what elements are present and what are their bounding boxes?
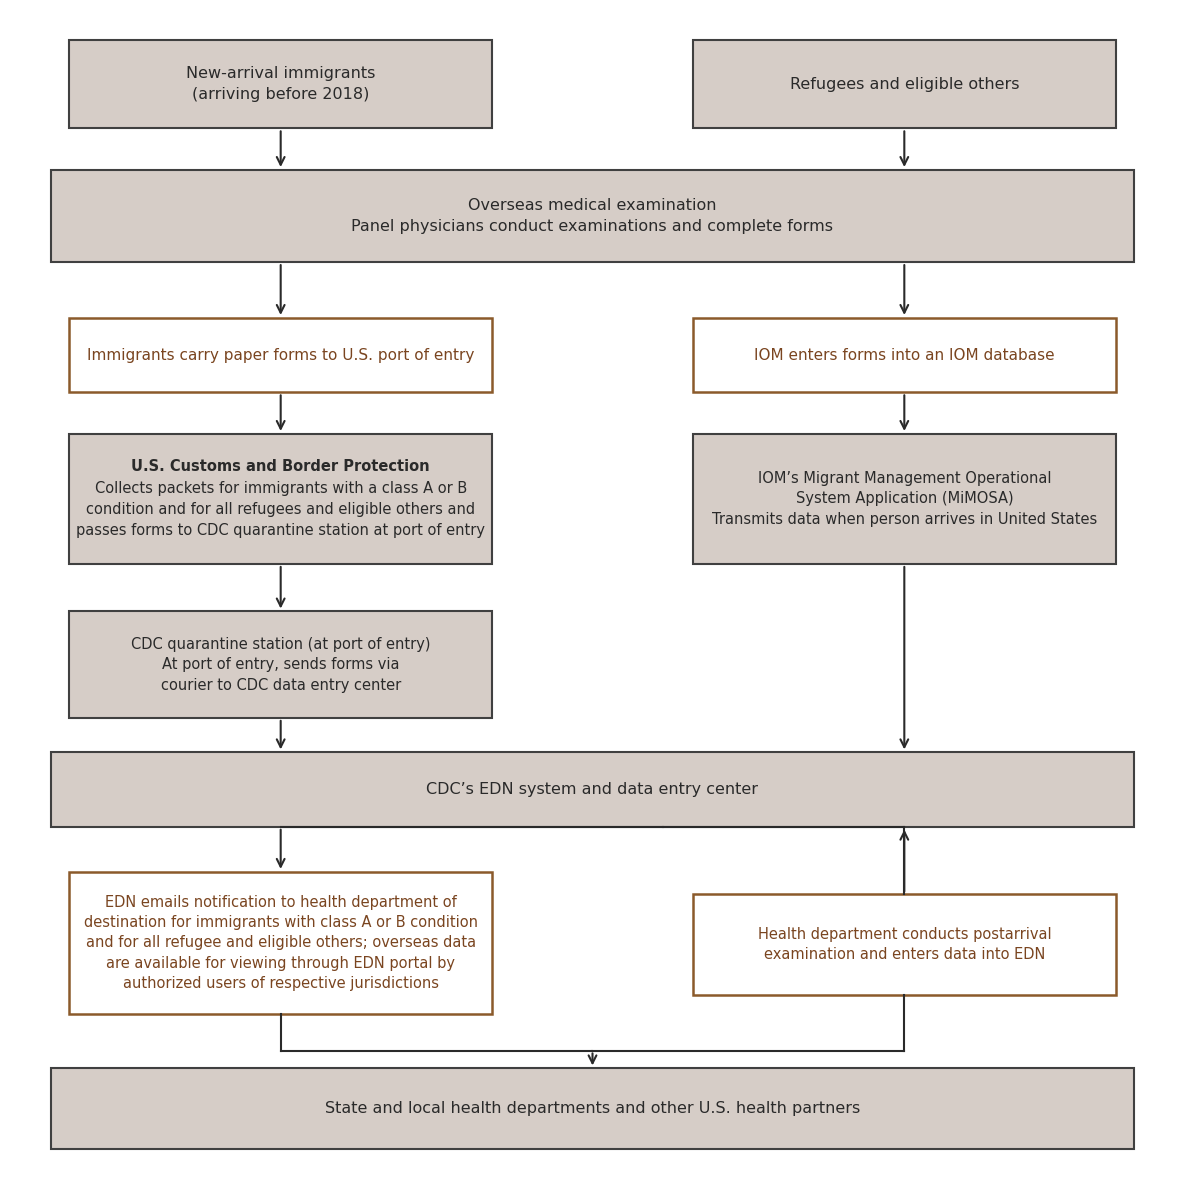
Bar <box>692 894 1116 995</box>
Text: IOM enters forms into an IOM database: IOM enters forms into an IOM database <box>754 348 1055 362</box>
Bar <box>69 39 493 129</box>
Text: Overseas medical examination
Panel physicians conduct examinations and complete : Overseas medical examination Panel physi… <box>352 198 833 234</box>
Text: CDC’s EDN system and data entry center: CDC’s EDN system and data entry center <box>427 782 758 797</box>
Bar <box>69 318 493 392</box>
Text: passes forms to CDC quarantine station at port of entry: passes forms to CDC quarantine station a… <box>76 523 485 539</box>
Bar <box>51 170 1134 262</box>
Text: condition and for all refugees and eligible others and: condition and for all refugees and eligi… <box>87 502 475 517</box>
Bar <box>69 611 493 718</box>
Text: CDC quarantine station (at port of entry)
At port of entry, sends forms via
cour: CDC quarantine station (at port of entry… <box>130 637 430 693</box>
Bar <box>692 318 1116 392</box>
Bar <box>51 1068 1134 1149</box>
Text: New-arrival immigrants
(arriving before 2018): New-arrival immigrants (arriving before … <box>186 67 376 101</box>
Bar <box>69 434 493 564</box>
Text: Health department conducts postarrival
examination and enters data into EDN: Health department conducts postarrival e… <box>757 927 1051 962</box>
Text: IOM’s Migrant Management Operational
System Application (MiMOSA)
Transmits data : IOM’s Migrant Management Operational Sys… <box>712 471 1097 527</box>
Text: Refugees and eligible others: Refugees and eligible others <box>789 76 1019 92</box>
Text: Immigrants carry paper forms to U.S. port of entry: Immigrants carry paper forms to U.S. por… <box>87 348 474 362</box>
Text: Collects packets for immigrants with a class A or B: Collects packets for immigrants with a c… <box>95 480 467 496</box>
Bar <box>692 39 1116 129</box>
Text: EDN emails notification to health department of
destination for immigrants with : EDN emails notification to health depart… <box>84 894 478 991</box>
Bar <box>69 871 493 1014</box>
Text: State and local health departments and other U.S. health partners: State and local health departments and o… <box>325 1101 860 1116</box>
Text: U.S. Customs and Border Protection: U.S. Customs and Border Protection <box>132 459 430 474</box>
Bar <box>51 752 1134 827</box>
Bar <box>692 434 1116 564</box>
